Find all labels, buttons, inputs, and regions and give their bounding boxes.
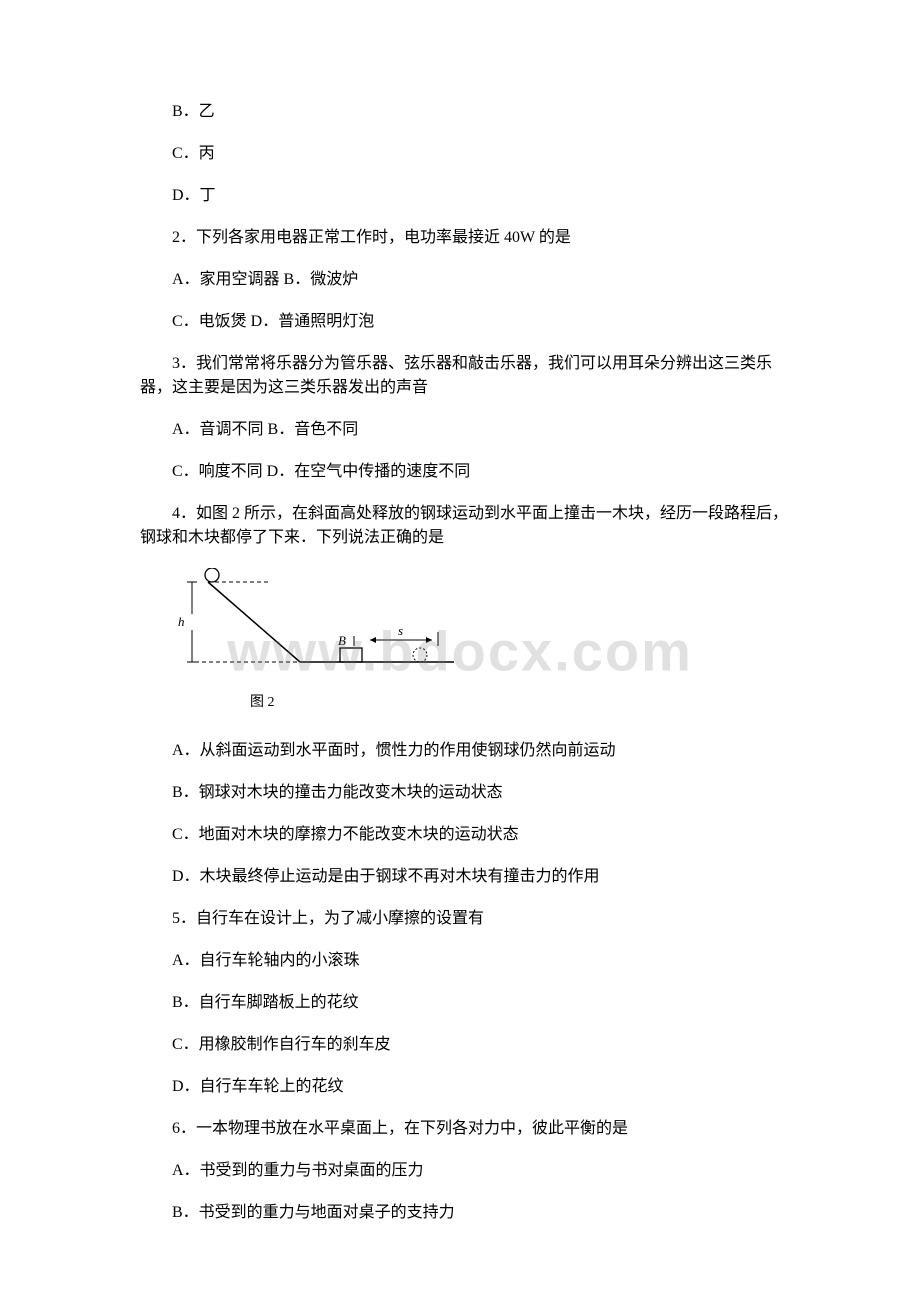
question-4-option-c: C．地面对木块的摩擦力不能改变木块的运动状态 xyxy=(140,823,800,847)
question-6-option-a: A．书受到的重力与书对桌面的压力 xyxy=(140,1159,800,1183)
question-4: 4．如图 2 所示，在斜面高处释放的钢球运动到水平面上撞击一木块，经历一段路程后… xyxy=(140,502,800,550)
figure-2-container: hABs xyxy=(170,568,800,683)
svg-text:s: s xyxy=(398,623,403,638)
option-c: C．丙 xyxy=(140,142,800,166)
figure-2-caption: 图 2 xyxy=(250,691,800,711)
question-4-option-d: D．木块最终停止运动是由于钢球不再对木块有撞击力的作用 xyxy=(140,865,800,889)
question-2: 2．下列各家用电器正常工作时，电功率最接近 40W 的是 xyxy=(140,226,800,250)
figure-2-diagram: hABs xyxy=(170,568,460,678)
question-5-option-c: C．用橡胶制作自行车的刹车皮 xyxy=(140,1033,800,1057)
question-5-option-d: D．自行车车轮上的花纹 xyxy=(140,1075,800,1099)
svg-text:h: h xyxy=(178,614,185,629)
option-d: D．丁 xyxy=(140,184,800,208)
question-3-options-ab: A．音调不同 B．音色不同 xyxy=(140,418,800,442)
question-3: 3．我们常常将乐器分为管乐器、弦乐器和敲击乐器，我们可以用耳朵分辨出这三类乐器，… xyxy=(140,352,800,400)
svg-text:B: B xyxy=(338,633,346,648)
question-4-option-b: B．钢球对木块的撞击力能改变木块的运动状态 xyxy=(140,781,800,805)
question-6-option-b: B．书受到的重力与地面对桌子的支持力 xyxy=(140,1201,800,1225)
question-4-option-a: A．从斜面运动到水平面时，惯性力的作用使钢球仍然向前运动 xyxy=(140,739,800,763)
question-2-options-cd: C．电饭煲 D．普通照明灯泡 xyxy=(140,310,800,334)
question-5-option-a: A．自行车轮轴内的小滚珠 xyxy=(140,949,800,973)
question-2-options-ab: A．家用空调器 B．微波炉 xyxy=(140,268,800,292)
question-5: 5．自行车在设计上，为了减小摩擦的设置有 xyxy=(140,907,800,931)
question-5-option-b: B．自行车脚踏板上的花纹 xyxy=(140,991,800,1015)
question-3-options-cd: C．响度不同 D．在空气中传播的速度不同 xyxy=(140,460,800,484)
question-6: 6．一本物理书放在水平桌面上，在下列各对力中，彼此平衡的是 xyxy=(140,1117,800,1141)
option-b: B．乙 xyxy=(140,100,800,124)
